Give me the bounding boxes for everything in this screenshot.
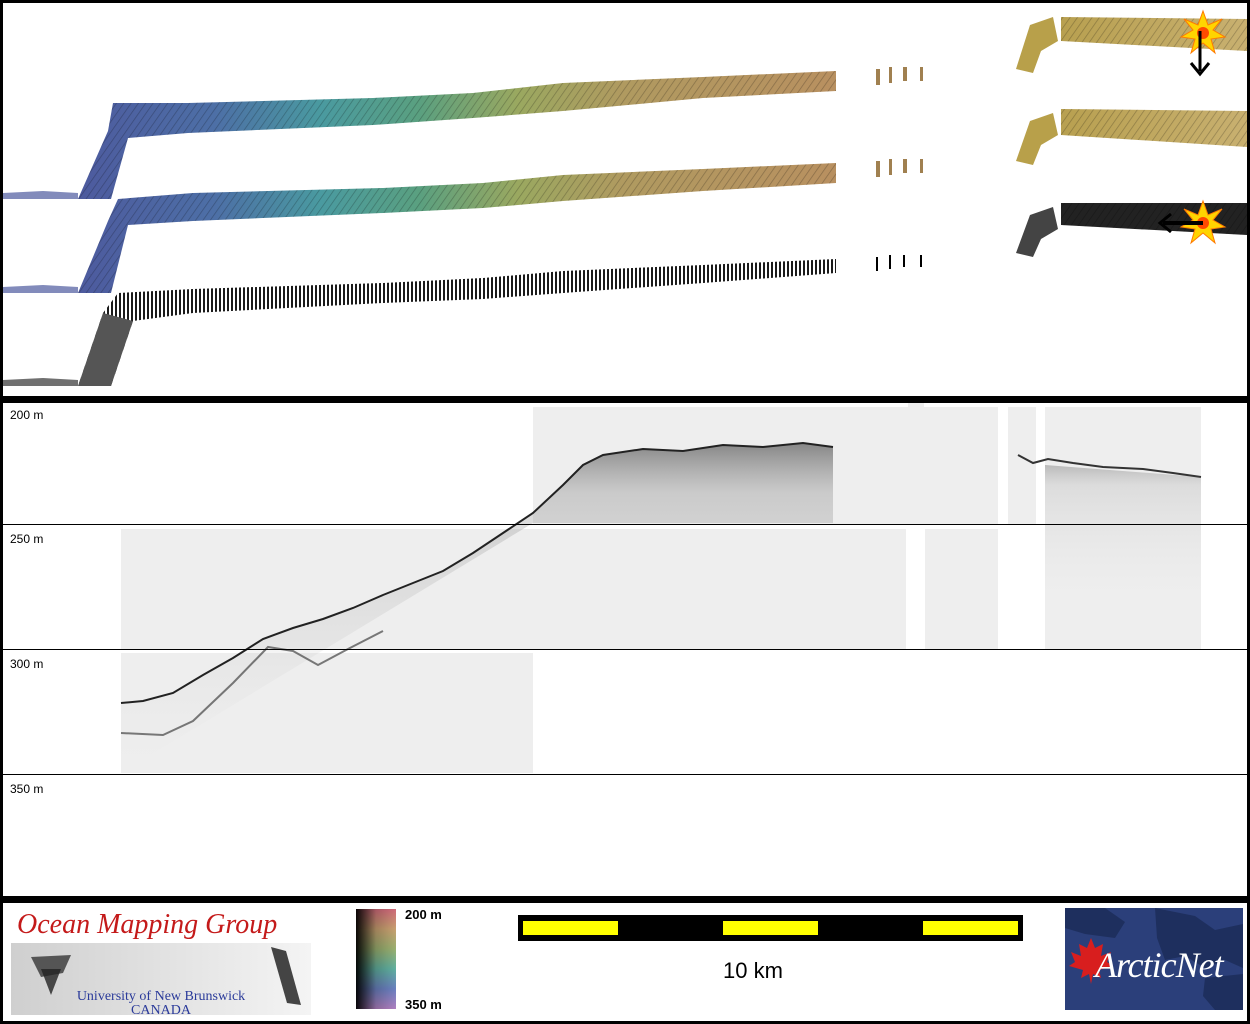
depth-label-300: 300 m [10,657,44,671]
omg-university: University of New Brunswick [76,989,246,1004]
swath-map-panel [3,3,1247,396]
seismic-profile [120,403,1202,773]
arcticnet-logo: ArcticNet [1065,908,1243,1010]
depth-label-200: 200 m [10,408,44,422]
scale-bar-segment [923,921,1018,935]
arrow-left-icon [1157,212,1203,234]
scale-bar-segment [523,921,618,935]
swath-map [3,9,1247,386]
scale-bar-segment [723,921,818,935]
arctic-map-graphic [1065,908,1243,1010]
multibeam-swath-graphic [11,943,311,1015]
maple-leaf-icon [1069,938,1113,984]
colour-scale-max-label: 350 m [405,997,442,1012]
ocean-mapping-group-logo: Ocean Mapping Group University of New Br… [11,907,311,1015]
sediment-layer [121,443,833,773]
distance-scale-bar [518,915,1023,941]
coverage-block [908,403,924,407]
depth-label-350: 350 m [10,782,44,796]
seabed-reflector [120,441,834,704]
omg-title: Ocean Mapping Group [17,909,278,940]
legend-footer: Ocean Mapping Group University of New Br… [3,903,1247,1021]
arcticnet-wordmark: ArcticNet [1095,945,1224,985]
depth-colour-scale [356,909,396,1009]
depth-profile-panel: 200 m 250 m 300 m 350 m [3,403,1247,896]
colour-scale-min-label: 200 m [405,907,442,922]
distance-scale-label: 10 km [723,958,783,983]
arrow-down-icon [1189,31,1211,77]
coverage-block [1008,407,1036,525]
depth-gridline-350 [3,774,1247,775]
depth-label-250: 250 m [10,532,44,546]
swath-strip-lower [3,203,1247,386]
depth-gridline-300 [3,649,1247,650]
swath-strip-upper [3,17,1247,199]
seabed-reflector-right [1017,454,1202,478]
swath-strip-middle [3,109,1247,293]
coverage-block [925,529,998,649]
subsurface-reflector [120,630,384,737]
sediment-layer-right [1045,465,1201,603]
omg-country: CANADA [131,1003,191,1015]
coverage-block [121,529,906,649]
depth-gridline-250 [3,524,1247,525]
